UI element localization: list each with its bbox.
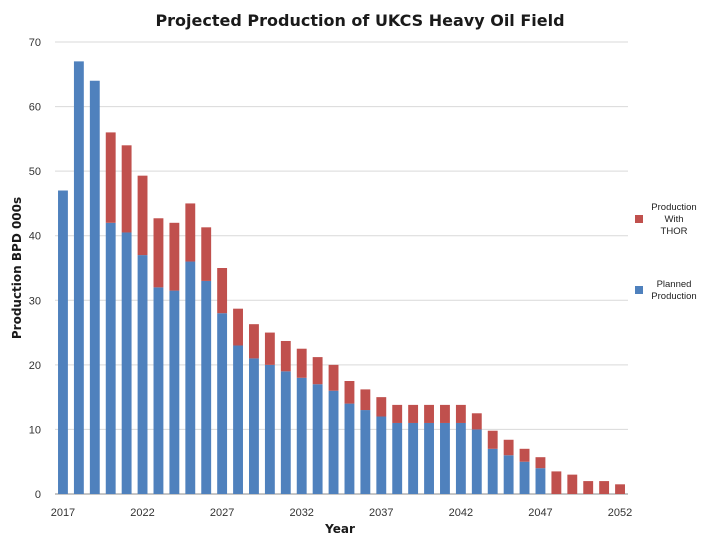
x-tick-label: 2027 — [210, 507, 234, 519]
legend-label: With — [665, 214, 684, 225]
bar-production-with-thor — [153, 218, 164, 288]
x-tick-label: 2037 — [369, 507, 393, 519]
bar-production-with-thor — [615, 484, 625, 494]
bar-planned-production — [408, 422, 419, 494]
x-tick-label: 2032 — [289, 507, 313, 519]
bar-production-with-thor — [217, 268, 228, 314]
bar-planned-production — [328, 390, 339, 494]
bars — [58, 61, 625, 495]
bar-planned-production — [233, 345, 243, 494]
y-tick-label: 10 — [29, 424, 41, 436]
bar-production-with-thor — [185, 203, 196, 262]
bar-planned-production — [201, 280, 212, 494]
bar-production-with-thor — [599, 481, 610, 494]
y-axis-ticks: 0 10 20 30 40 50 60 70 — [29, 37, 41, 501]
x-tick-label: 2017 — [51, 507, 75, 519]
bar-production-with-thor — [424, 404, 434, 423]
bar-planned-production — [153, 287, 164, 494]
bar-production-with-thor — [296, 348, 307, 378]
bar-planned-production — [121, 232, 132, 495]
bar-production-with-thor — [169, 222, 180, 291]
y-tick-label: 30 — [29, 295, 41, 307]
bar-planned-production — [535, 468, 546, 494]
bar-production-with-thor — [344, 381, 355, 404]
bar-planned-production — [376, 416, 387, 494]
legend-label: Planned — [657, 279, 692, 290]
bar-production-with-thor — [519, 448, 530, 462]
bar-production-with-thor — [280, 340, 291, 372]
bar-production-with-thor — [471, 413, 482, 430]
bar-planned-production — [264, 364, 275, 494]
bar-production-with-thor — [121, 145, 132, 233]
y-tick-label: 60 — [29, 102, 41, 114]
bar-production-with-thor — [551, 471, 562, 494]
bar-production-with-thor — [264, 332, 275, 365]
bar-production-with-thor — [312, 357, 323, 385]
bar-planned-production — [185, 261, 196, 494]
bar-production-with-thor — [201, 227, 212, 281]
y-tick-label: 40 — [29, 231, 41, 243]
bar-planned-production — [105, 222, 116, 495]
bar-planned-production — [73, 61, 84, 495]
bar-production-with-thor — [137, 175, 148, 256]
bar-planned-production — [392, 422, 403, 494]
y-tick-label: 50 — [29, 166, 41, 178]
x-tick-label: 2052 — [608, 507, 632, 519]
bar-planned-production — [440, 422, 450, 494]
x-axis-ticks: 2017 2022 2027 2032 2037 2042 2047 2052 — [51, 507, 633, 519]
y-tick-label: 70 — [29, 37, 41, 49]
bar-production-with-thor — [567, 474, 578, 494]
bar-production-with-thor — [503, 439, 514, 456]
bar-production-with-thor — [392, 404, 403, 423]
x-tick-label: 2047 — [528, 507, 552, 519]
legend-swatch — [635, 215, 643, 223]
bar-planned-production — [169, 290, 180, 494]
legend-swatch — [635, 286, 643, 294]
bar-planned-production — [249, 358, 259, 494]
x-axis-label: Year — [324, 522, 355, 536]
bar-planned-production — [503, 455, 514, 494]
bar-planned-production — [455, 422, 466, 494]
x-tick-label: 2022 — [130, 507, 154, 519]
bar-production-with-thor — [535, 457, 546, 469]
bar-production-with-thor — [376, 397, 387, 417]
y-tick-label: 20 — [29, 360, 41, 372]
bar-planned-production — [519, 461, 530, 494]
x-tick-label: 2042 — [449, 507, 473, 519]
legend-label: THOR — [661, 226, 688, 237]
bar-production-with-thor — [249, 324, 259, 359]
chart-title: Projected Production of UKCS Heavy Oil F… — [155, 11, 564, 30]
bar-production-with-thor — [487, 430, 498, 449]
bar-planned-production — [89, 80, 100, 495]
bar-planned-production — [344, 403, 355, 494]
bar-planned-production — [487, 448, 498, 494]
bar-production-with-thor — [328, 364, 339, 391]
bar-planned-production — [280, 371, 291, 494]
legend-label: Production — [651, 291, 696, 302]
bar-production-with-thor — [440, 404, 450, 423]
legend-label: Production — [651, 202, 696, 213]
bar-planned-production — [58, 190, 68, 494]
bar-planned-production — [137, 255, 148, 494]
bar-production-with-thor — [583, 481, 594, 494]
y-axis-label: Production BPD 000s — [10, 197, 24, 339]
bar-planned-production — [360, 410, 371, 494]
bar-planned-production — [424, 422, 434, 494]
y-tick-label: 0 — [35, 489, 41, 501]
bar-planned-production — [471, 429, 482, 494]
bar-production-with-thor — [233, 308, 243, 346]
bar-production-with-thor — [360, 389, 371, 411]
bar-production-with-thor — [408, 404, 419, 423]
gridlines — [55, 41, 628, 495]
bar-production-with-thor — [455, 404, 466, 423]
bar-production-with-thor — [105, 132, 116, 223]
bar-planned-production — [217, 313, 228, 494]
bar-planned-production — [296, 377, 307, 494]
bar-planned-production — [312, 384, 323, 494]
